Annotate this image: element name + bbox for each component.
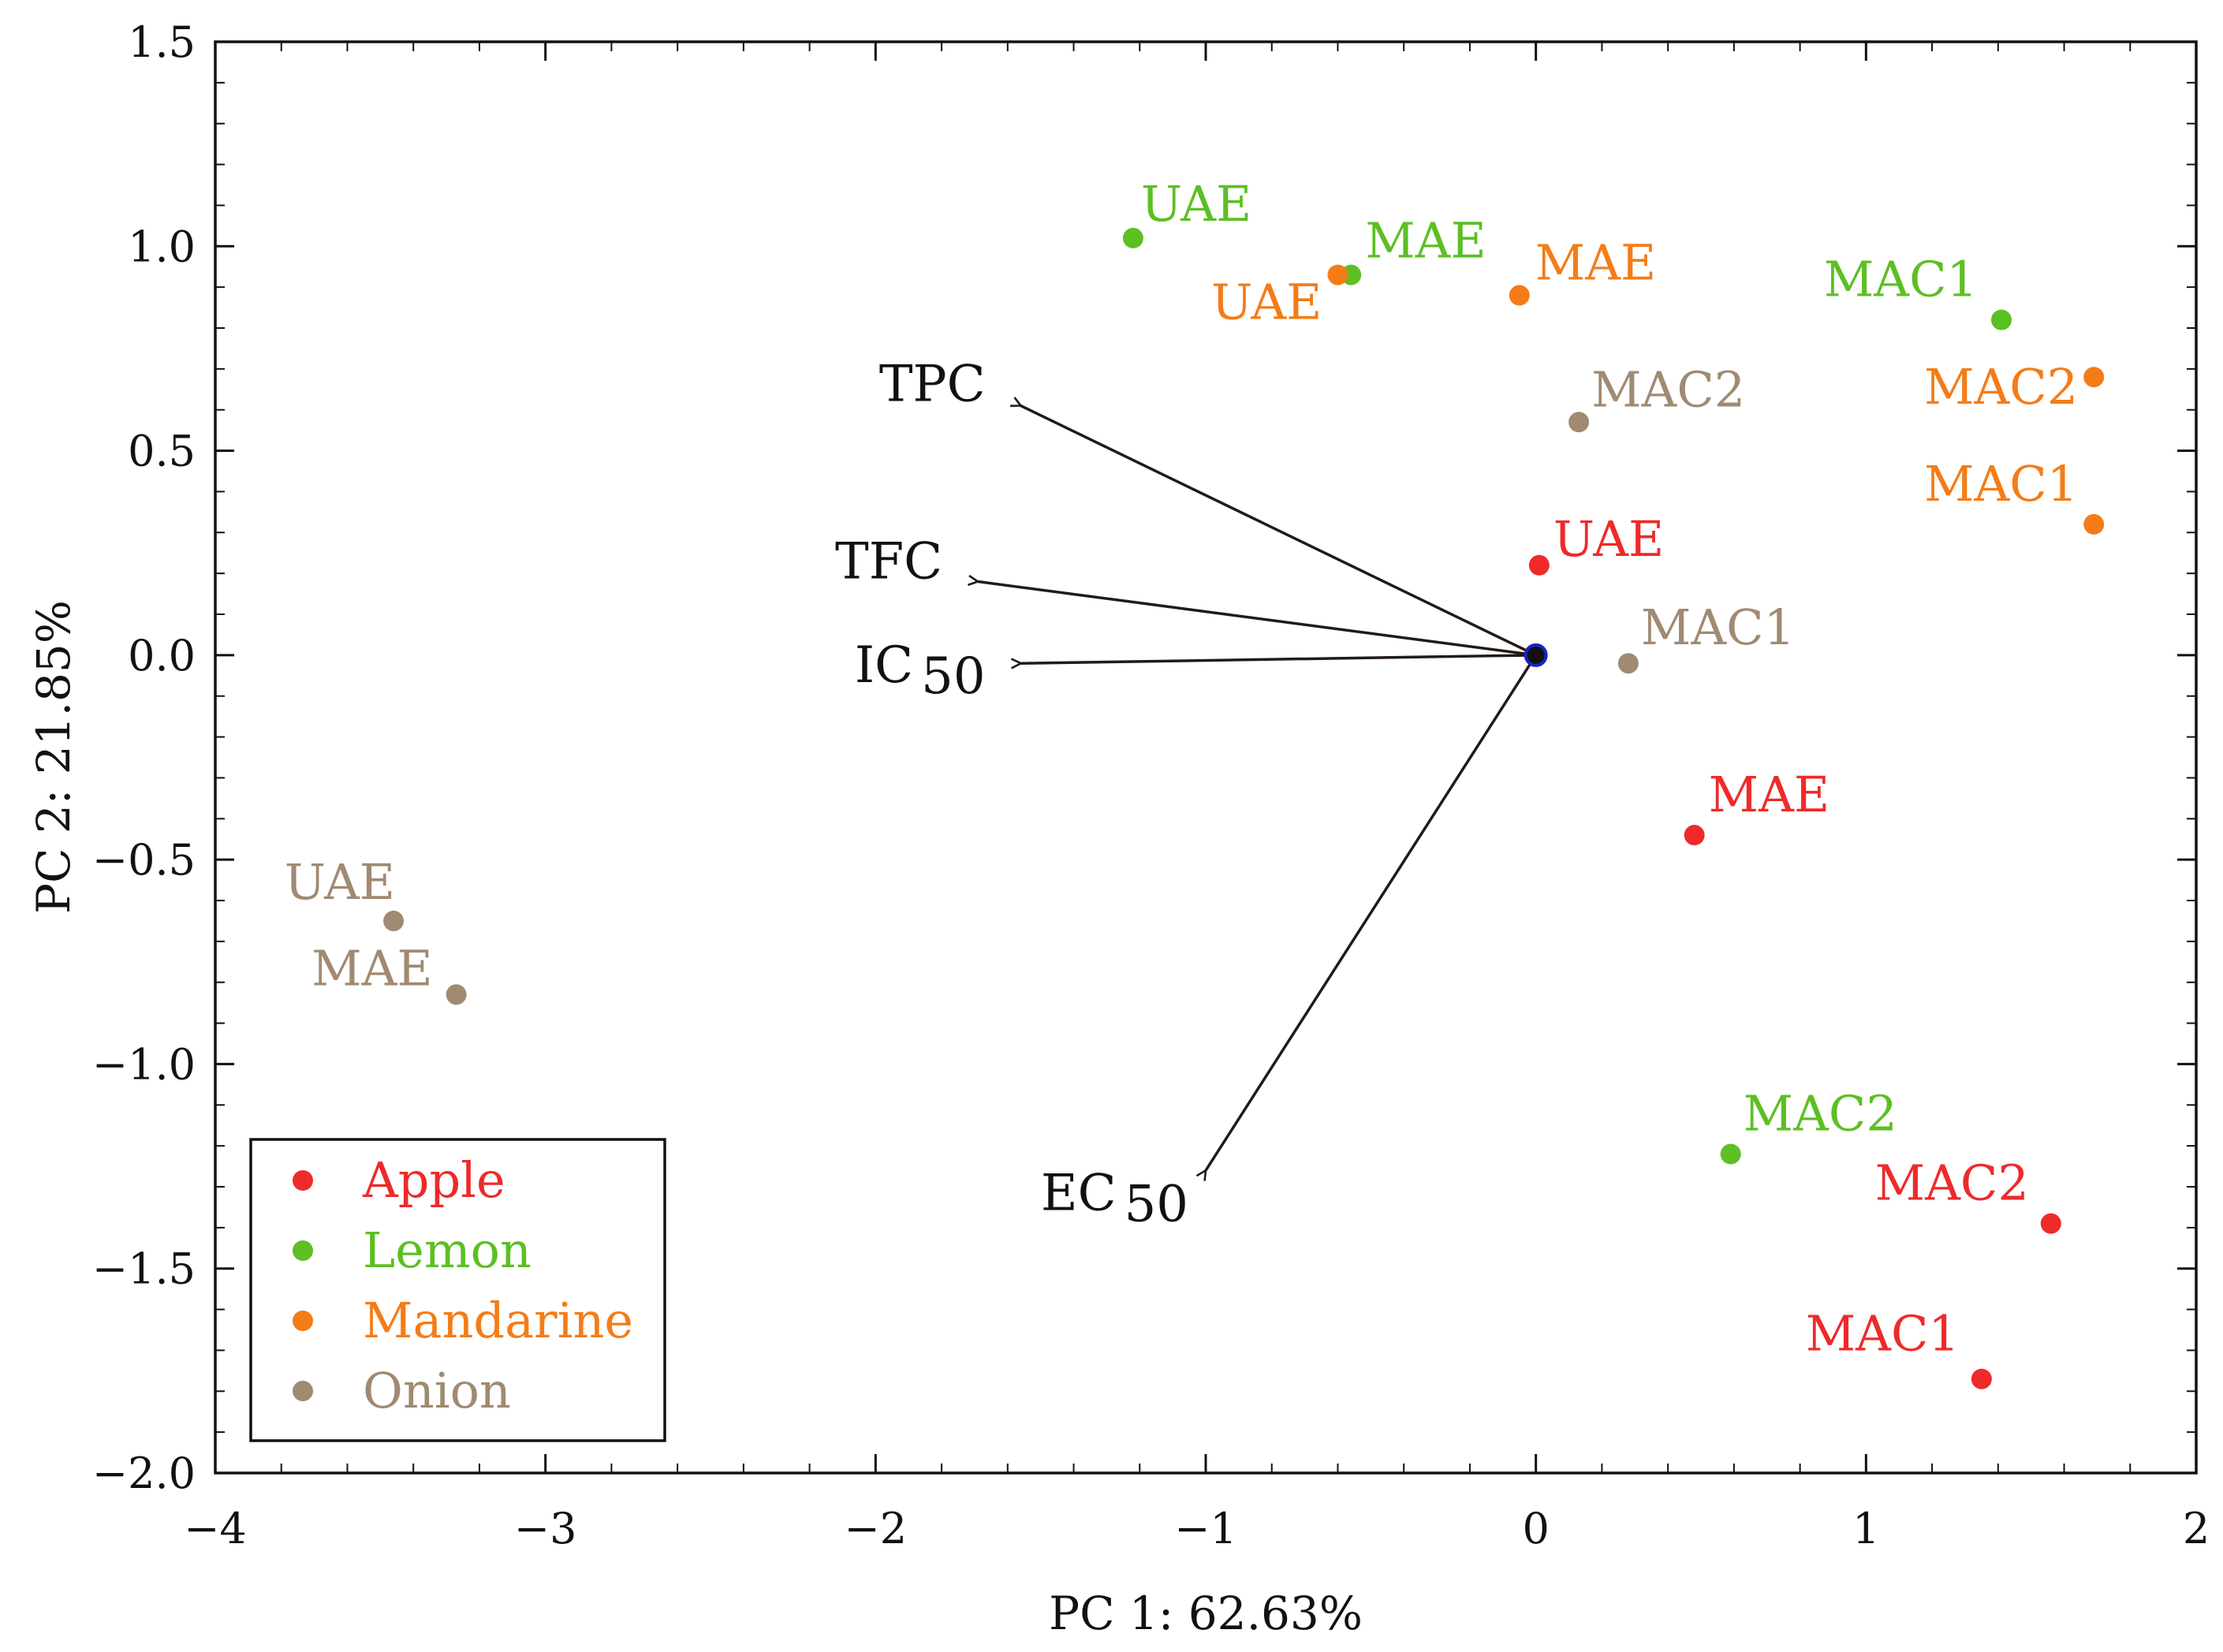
point-lemon-mac1 bbox=[1990, 309, 2012, 330]
y-tick-label: 0.0 bbox=[128, 631, 196, 681]
legend-label-apple: Apple bbox=[362, 1151, 505, 1209]
loading-arrow-ec50 bbox=[1206, 654, 1538, 1170]
point-label-apple-mae: MAE bbox=[1709, 766, 1830, 823]
y-axis-title: PC 2: 21.85% bbox=[27, 600, 80, 914]
loading-label-tfc: TFC bbox=[835, 533, 942, 591]
loading-label-ic50: IC 50 bbox=[855, 636, 986, 706]
legend-marker-mandarine bbox=[293, 1311, 313, 1331]
x-tick-label: 1 bbox=[1852, 1504, 1879, 1553]
legend-marker-apple bbox=[293, 1170, 313, 1191]
point-label-lemon-mac2: MAC2 bbox=[1744, 1085, 1897, 1143]
point-label-onion-mac1: MAC1 bbox=[1641, 599, 1795, 656]
point-label-lemon-uae: UAE bbox=[1141, 175, 1251, 233]
loading-arrow-tpc bbox=[1021, 406, 1537, 657]
y-tick-label: −2.0 bbox=[92, 1449, 196, 1498]
legend-label-mandarine: Mandarine bbox=[363, 1292, 633, 1349]
point-mandarine-mae bbox=[1509, 285, 1530, 306]
y-tick-label: −1.5 bbox=[92, 1244, 196, 1294]
point-label-onion-mae: MAE bbox=[311, 939, 433, 997]
point-label-lemon-mae: MAE bbox=[1365, 212, 1486, 270]
series-mandarine: UAE MAE MAC2 MAC1 bbox=[1211, 234, 2105, 535]
point-onion-mae bbox=[446, 984, 467, 1005]
point-label-apple-uae: UAE bbox=[1553, 510, 1664, 568]
point-apple-mac2 bbox=[2040, 1213, 2061, 1234]
x-tick-label: −1 bbox=[1174, 1504, 1237, 1553]
y-tick-label: −1.0 bbox=[92, 1039, 196, 1089]
y-tick-label: 1.0 bbox=[128, 222, 196, 271]
x-tick-label: 2 bbox=[2183, 1504, 2210, 1553]
point-mandarine-mac1 bbox=[2083, 513, 2105, 535]
point-apple-uae bbox=[1528, 554, 1550, 576]
point-apple-mae bbox=[1684, 825, 1705, 846]
point-onion-mac2 bbox=[1568, 412, 1590, 433]
loading-arrow-tfc bbox=[978, 582, 1536, 657]
point-label-apple-mac1: MAC1 bbox=[1806, 1305, 1960, 1363]
point-lemon-mac2 bbox=[1720, 1143, 1741, 1165]
legend-label-onion: Onion bbox=[363, 1362, 511, 1419]
series-apple: UAE MAE MAC2 MAC1 bbox=[1528, 510, 2061, 1389]
x-axis-title: PC 1: 62.63% bbox=[1049, 1587, 1363, 1640]
origin-marker bbox=[1524, 643, 1548, 667]
point-onion-mac1 bbox=[1617, 653, 1639, 674]
point-label-apple-mac2: MAC2 bbox=[1875, 1154, 2029, 1212]
axis-tick-labels: −4 −3 −2 −1 0 1 2 1.5 1.0 0.5 0.0 −0.5 −1.0 −1.5 −2.0 bbox=[92, 17, 2210, 1553]
y-tick-label: 1.5 bbox=[128, 17, 196, 67]
point-label-mandarine-mac2: MAC2 bbox=[1924, 358, 2078, 416]
legend-marker-lemon bbox=[293, 1240, 313, 1261]
point-mandarine-mac2 bbox=[2083, 367, 2105, 388]
x-tick-label: −4 bbox=[184, 1504, 247, 1553]
point-lemon-uae bbox=[1122, 227, 1143, 248]
point-label-lemon-mac1: MAC1 bbox=[1824, 251, 1978, 308]
point-mandarine-uae bbox=[1327, 264, 1348, 285]
point-label-mandarine-uae: UAE bbox=[1211, 274, 1322, 331]
legend-marker-onion bbox=[293, 1381, 313, 1401]
legend-label-lemon: Lemon bbox=[363, 1221, 532, 1279]
loading-label-ec50: EC 50 bbox=[1041, 1164, 1188, 1233]
x-tick-label: −2 bbox=[845, 1504, 908, 1553]
score-points: UAEMAEMAC2MAC1UAEMAEMAC1MAC2UAEMAEMAC2MA… bbox=[285, 175, 2105, 1389]
y-tick-label: −0.5 bbox=[92, 835, 196, 885]
y-tick-label: 0.5 bbox=[128, 427, 196, 476]
x-tick-label: −3 bbox=[514, 1504, 577, 1553]
series-lemon: UAE MAE MAC1 MAC2 bbox=[1122, 175, 2012, 1165]
loading-vectors: TPC TFC IC 50 EC 50 bbox=[835, 356, 1538, 1233]
axis-ticks bbox=[214, 40, 2198, 1475]
legend-box bbox=[249, 1138, 666, 1442]
loading-arrow-ic50 bbox=[1021, 654, 1536, 663]
point-label-onion-mac2: MAC2 bbox=[1591, 360, 1745, 418]
point-onion-uae bbox=[383, 910, 405, 931]
point-label-mandarine-mae: MAE bbox=[1535, 234, 1657, 292]
x-tick-label: 0 bbox=[1522, 1504, 1549, 1553]
point-label-onion-uae: UAE bbox=[285, 853, 395, 911]
point-label-mandarine-mac1: MAC1 bbox=[1924, 455, 2078, 513]
point-apple-mac1 bbox=[1971, 1368, 1992, 1389]
series-onion: MAC2 MAC1 UAE MAE bbox=[285, 360, 1795, 1005]
legend: Apple Lemon Mandarine Onion bbox=[249, 1138, 666, 1442]
loading-label-tpc: TPC bbox=[879, 356, 986, 414]
